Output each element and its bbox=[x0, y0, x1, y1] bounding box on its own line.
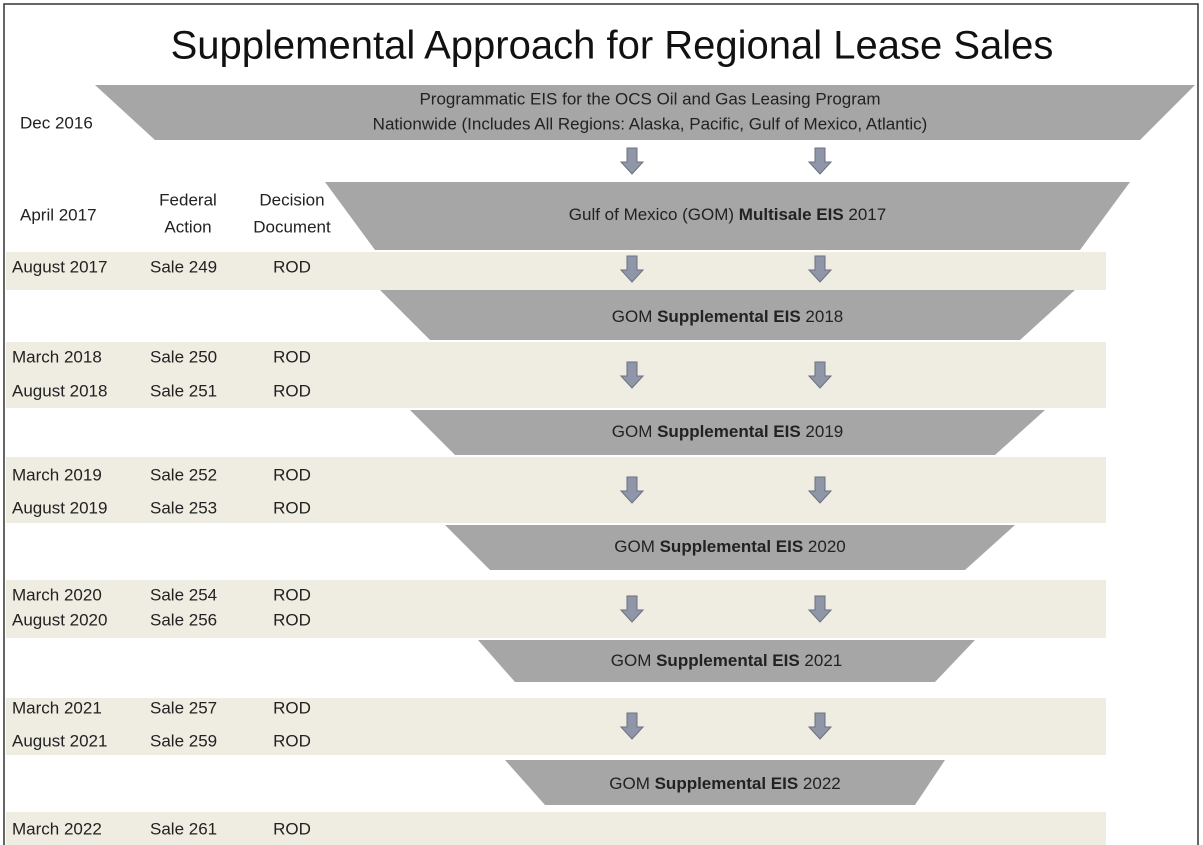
stage-label: Gulf of Mexico (GOM) Multisale EIS 2017 bbox=[569, 205, 886, 224]
sale-name: Sale 259 bbox=[150, 731, 217, 750]
stage-label-text: 2020 bbox=[803, 537, 846, 556]
stage-label-text: 2019 bbox=[801, 422, 844, 441]
stage-label-text: GOM bbox=[612, 422, 657, 441]
stage-label-text: 2021 bbox=[800, 651, 843, 670]
stage-label-bold: Supplemental EIS bbox=[655, 774, 799, 793]
stage-label-text: 2022 bbox=[798, 774, 841, 793]
decision-document: ROD bbox=[273, 465, 311, 484]
title: Supplemental Approach for Regional Lease… bbox=[171, 24, 1054, 68]
arrow bbox=[619, 476, 645, 504]
decision-document: ROD bbox=[273, 819, 311, 838]
arrow bbox=[619, 361, 645, 389]
stage-label-bold: Supplemental EIS bbox=[657, 307, 801, 326]
stage-label-bold: Multisale EIS bbox=[739, 205, 844, 224]
sale-date: August 2019 bbox=[12, 498, 107, 517]
arrow bbox=[619, 147, 645, 175]
arrow bbox=[619, 712, 645, 740]
frame bbox=[3, 3, 1199, 845]
stage-label-text: 2018 bbox=[801, 307, 844, 326]
program-line: Programmatic EIS for the OCS Oil and Gas… bbox=[419, 89, 880, 108]
stage-label: GOM Supplemental EIS 2020 bbox=[614, 537, 845, 556]
arrow bbox=[807, 147, 833, 175]
stage-label-text: Gulf of Mexico (GOM) bbox=[569, 205, 739, 224]
decision-document: ROD bbox=[273, 585, 311, 604]
row-band bbox=[6, 457, 1106, 523]
sale-date: August 2020 bbox=[12, 610, 107, 629]
sale-date: August 2021 bbox=[12, 731, 107, 750]
stage-label: GOM Supplemental EIS 2018 bbox=[612, 307, 843, 326]
sale-name: Sale 254 bbox=[150, 585, 217, 604]
arrow bbox=[807, 595, 833, 623]
sale-name: Sale 250 bbox=[150, 347, 217, 366]
sale-name: Sale 261 bbox=[150, 819, 217, 838]
sale-date: March 2022 bbox=[12, 819, 102, 838]
sale-name: Sale 253 bbox=[150, 498, 217, 517]
decision-document: ROD bbox=[273, 610, 311, 629]
stage-label-text: GOM bbox=[609, 774, 654, 793]
header: Action bbox=[164, 217, 211, 236]
stage-funnel bbox=[380, 290, 1075, 340]
sale-name: Sale 252 bbox=[150, 465, 217, 484]
stage-label-text: GOM bbox=[611, 651, 656, 670]
arrow bbox=[807, 476, 833, 504]
program-line: Nationwide (Includes All Regions: Alaska… bbox=[373, 114, 928, 133]
decision-document: ROD bbox=[273, 381, 311, 400]
sale-name: Sale 256 bbox=[150, 610, 217, 629]
sale-name: Sale 249 bbox=[150, 257, 217, 276]
stage-label-bold: Supplemental EIS bbox=[660, 537, 804, 556]
header: Document bbox=[253, 217, 331, 236]
stage-funnel bbox=[478, 640, 975, 682]
row-band bbox=[6, 252, 1106, 290]
row-band bbox=[6, 698, 1106, 755]
sale-date: March 2020 bbox=[12, 585, 102, 604]
stage-label-text: GOM bbox=[614, 537, 659, 556]
program-funnel bbox=[95, 85, 1195, 140]
arrow bbox=[807, 712, 833, 740]
stage-date: April 2017 bbox=[20, 205, 97, 224]
row-band bbox=[6, 580, 1106, 638]
sale-date: August 2018 bbox=[12, 381, 107, 400]
stage-funnel bbox=[325, 182, 1130, 250]
stage-funnel bbox=[410, 410, 1045, 455]
arrow bbox=[807, 255, 833, 283]
stage-label-bold: Supplemental EIS bbox=[657, 422, 801, 441]
header: Decision bbox=[259, 190, 324, 209]
stage-label: GOM Supplemental EIS 2022 bbox=[609, 774, 840, 793]
sale-date: March 2019 bbox=[12, 465, 102, 484]
sale-name: Sale 251 bbox=[150, 381, 217, 400]
stages: Gulf of Mexico (GOM) Multisale EIS 2017 A… bbox=[6, 147, 1130, 845]
decision-document: ROD bbox=[273, 698, 311, 717]
arrow bbox=[807, 361, 833, 389]
decision-document: ROD bbox=[273, 498, 311, 517]
stage-label-text: GOM bbox=[612, 307, 657, 326]
arrow bbox=[619, 255, 645, 283]
sale-date: March 2018 bbox=[12, 347, 102, 366]
sale-name: Sale 257 bbox=[150, 698, 217, 717]
stage-label: GOM Supplemental EIS 2019 bbox=[612, 422, 843, 441]
stage-label-text: 2017 bbox=[844, 205, 887, 224]
row-band bbox=[6, 342, 1106, 408]
header: Federal bbox=[159, 190, 217, 209]
stage-label: GOM Supplemental EIS 2021 bbox=[611, 651, 842, 670]
sale-date: August 2017 bbox=[12, 257, 107, 276]
decision-document: ROD bbox=[273, 731, 311, 750]
sale-date: March 2021 bbox=[12, 698, 102, 717]
stage-funnel bbox=[505, 760, 945, 805]
stage-funnel bbox=[445, 525, 1015, 570]
program-date: Dec 2016 bbox=[20, 113, 93, 132]
decision-document: ROD bbox=[273, 257, 311, 276]
decision-document: ROD bbox=[273, 347, 311, 366]
arrow bbox=[619, 595, 645, 623]
row-band bbox=[6, 812, 1106, 845]
stage-label-bold: Supplemental EIS bbox=[656, 651, 800, 670]
